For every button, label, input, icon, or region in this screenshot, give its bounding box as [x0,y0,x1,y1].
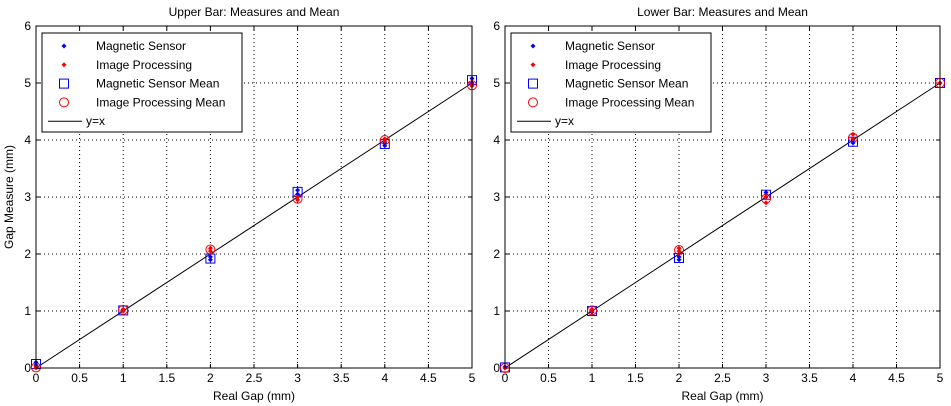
x-tick-label: 1 [120,371,127,385]
data-point-image [850,131,856,137]
x-axis-label: Real Gap (mm) [213,389,295,403]
x-tick-label: 0 [502,371,509,385]
x-tick-label: 3.5 [333,371,350,385]
series-line-yx [35,82,473,369]
chart-title: Lower Bar: Measures and Mean [637,5,808,19]
y-tick-label: 6 [493,19,500,33]
y-tick-label: 5 [493,76,500,90]
x-tick-label: 3 [294,371,301,385]
y-tick-label: 1 [493,304,500,318]
legend-marker [528,78,538,89]
x-tick-label: 0.5 [540,371,557,385]
data-point-image [295,197,301,203]
legend: Magnetic Sensor Image Processing Magnetic … [41,32,243,133]
x-tick-label: 1 [589,371,596,385]
data-point-magnetic [295,187,301,193]
x-axis-label: Real Gap (mm) [681,389,763,403]
data-point-image [295,194,301,200]
data-point-image [207,248,213,254]
legend-marker [530,62,536,68]
legend-label: Image Processing [565,58,661,72]
series-line-yx [504,82,941,369]
x-tick-label: 4 [381,371,388,385]
data-point-image [589,306,595,312]
legend: Magnetic Sensor Image Processing Magnetic … [510,32,712,133]
data-point-image [207,245,213,251]
y-tick-label: 2 [493,247,500,261]
data-point-image [763,194,769,200]
legend-label: Magnetic Sensor Mean [96,77,219,91]
x-tick-label: 5 [469,371,476,385]
legend-marker [59,97,69,108]
plot-panel-1: 0 0.5 1 1.5 2 2.5 3 3.5 4 4.5 5 0 1 2 3 4 5 6 Upper Bar: M… [2,5,477,403]
data-point-image [382,136,388,142]
y-tick-label: 3 [493,190,500,204]
data-point-magnetic [382,143,388,149]
x-tick-label: 4 [850,371,857,385]
data-point-magnetic [207,257,213,263]
y-tick-label: 4 [24,133,31,147]
y-tick-label: 5 [24,76,31,90]
y-tick-label: 0 [493,361,500,375]
x-tick-label: 1.5 [627,371,644,385]
legend-marker [61,43,67,49]
legend-marker [59,78,69,89]
x-tick-label: 5 [937,371,944,385]
data-point-magnetic [676,257,682,263]
x-tick-label: 3.5 [801,371,818,385]
data-point-magnetic [676,254,682,260]
data-point-image [120,306,126,312]
legend-label: y=x [86,114,105,128]
legend-label: Magnetic Sensor Mean [565,77,688,91]
legend-box [510,32,712,133]
data-point-magnetic [295,191,301,197]
x-tick-label: 2.5 [246,371,263,385]
data-point-image [850,136,856,142]
x-tick-label: 0 [33,371,40,385]
chart-title: Upper Bar: Measures and Mean [169,5,340,19]
legend-marker [61,62,67,68]
data-point-image-mean [118,304,129,315]
legend-label: Image Processing Mean [565,95,694,109]
y-tick-label: 2 [24,247,31,261]
data-point-magnetic [207,254,213,260]
data-point-image [676,245,682,251]
data-point-image [763,200,769,206]
legend-box [41,32,243,133]
x-tick-label: 3 [763,371,770,385]
y-axis-label: Gap Measure (mm) [2,145,16,249]
y-tick-label: 0 [24,361,31,375]
x-tick-label: 4.5 [420,371,437,385]
data-point-magnetic [763,189,769,195]
x-tick-label: 4.5 [888,371,905,385]
legend-label: Image Processing Mean [96,95,225,109]
data-point-magnetic [850,140,856,146]
legend-label: Magnetic Sensor [565,39,655,53]
x-tick-label: 1.5 [158,371,175,385]
y-tick-label: 6 [24,19,31,33]
y-tick-label: 3 [24,190,31,204]
legend-marker [530,43,536,49]
plot-panel-2: 0 0.5 1 1.5 2 2.5 3 3.5 4 4.5 5 0 1 2 3 4 5 6 Lower Bar: M… [493,5,945,403]
data-point-image-mean [587,305,597,316]
y-tick-label: 1 [24,304,31,318]
x-tick-label: 2.5 [714,371,731,385]
legend-label: y=x [555,114,574,128]
y-tick-label: 4 [493,133,500,147]
plot-frame [35,25,473,369]
legend-label: Magnetic Sensor [96,39,186,53]
legend-label: Image Processing [96,58,192,72]
data-point-image-mean [205,244,216,255]
x-tick-label: 0.5 [71,371,88,385]
legend-marker [528,97,538,108]
x-tick-label: 2 [676,371,683,385]
x-tick-label: 2 [207,371,214,385]
data-point-image [676,248,682,254]
plot-frame [504,25,941,369]
